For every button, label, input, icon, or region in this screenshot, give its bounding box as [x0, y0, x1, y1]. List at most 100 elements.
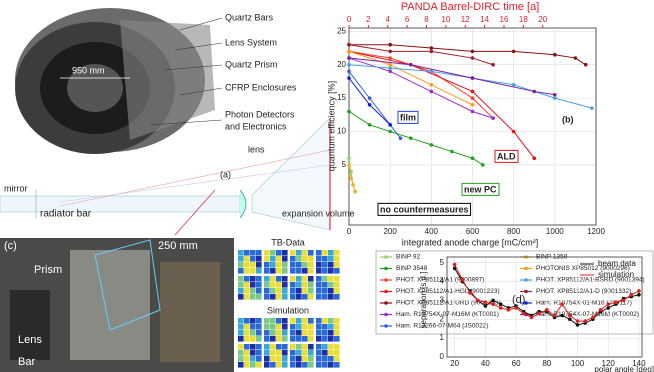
x-tick-label: 200	[383, 227, 397, 236]
pixel	[244, 276, 250, 282]
pixel	[308, 288, 314, 294]
pixel	[282, 268, 288, 274]
pixel	[290, 268, 296, 274]
pixel	[296, 336, 302, 342]
pixel	[322, 330, 328, 336]
marker	[637, 292, 641, 297]
marker	[429, 69, 434, 74]
pixel	[238, 256, 244, 262]
y-tick-label: 25	[337, 26, 346, 35]
pixel	[282, 256, 288, 262]
label: 250 mm	[158, 240, 198, 252]
marker	[560, 313, 564, 318]
pixel	[282, 282, 288, 288]
y-tick-label: 0	[440, 352, 445, 361]
x-tick-label: 120	[602, 359, 616, 368]
legend-label: BINP 92	[396, 254, 420, 261]
pixel	[322, 250, 328, 256]
pixel	[244, 356, 250, 362]
pixel	[238, 262, 244, 268]
pixel	[290, 362, 296, 368]
marker	[575, 323, 580, 327]
pixel	[334, 330, 340, 336]
pixel	[270, 336, 276, 342]
pixel	[238, 344, 244, 350]
annotation: film	[400, 112, 416, 122]
annotation-box	[377, 202, 472, 216]
pixel	[308, 350, 314, 356]
marker	[629, 292, 634, 297]
pixel	[308, 324, 314, 330]
marker	[511, 129, 516, 134]
pixel	[270, 324, 276, 330]
marker	[614, 300, 618, 305]
pixel	[322, 282, 328, 288]
pixel	[328, 276, 334, 282]
pixel	[316, 336, 322, 342]
legend-marker	[384, 255, 388, 259]
pixel	[290, 262, 296, 268]
pixel	[308, 330, 314, 336]
x-tick-label: 1200	[587, 227, 605, 236]
marker	[498, 306, 503, 310]
series-line	[348, 57, 555, 96]
pixel	[250, 324, 256, 330]
pixel	[308, 356, 314, 362]
pixel	[290, 256, 296, 262]
marker	[388, 56, 392, 60]
marker	[590, 106, 594, 110]
annotation-box	[494, 149, 519, 163]
legend-marker	[384, 266, 388, 271]
pixel	[264, 318, 270, 324]
pixel	[296, 330, 302, 336]
pixel	[238, 318, 244, 324]
x-tick-label: 140	[632, 359, 646, 368]
marker	[621, 298, 626, 303]
pixel	[238, 350, 244, 356]
panel-label: (d)	[512, 294, 525, 306]
pixel	[250, 294, 256, 300]
pixel	[290, 276, 296, 282]
pixel	[244, 268, 250, 274]
x2-tick-label: 4	[386, 15, 391, 24]
marker	[470, 102, 475, 107]
pixel	[238, 336, 244, 342]
pixel	[328, 250, 334, 256]
pixel	[328, 288, 334, 294]
series-line	[348, 50, 494, 119]
pixel	[328, 324, 334, 330]
pixel	[282, 362, 288, 368]
pixel	[238, 330, 244, 336]
annotation-box	[397, 110, 419, 124]
marker	[347, 163, 351, 167]
marker	[347, 42, 351, 47]
marker	[568, 317, 572, 322]
legend-marker	[524, 301, 528, 305]
pixel	[296, 276, 302, 282]
pixel	[296, 344, 302, 350]
pixel	[276, 262, 282, 268]
pixel	[256, 356, 262, 362]
pixel	[290, 250, 296, 256]
marker	[532, 156, 537, 161]
pixel	[308, 282, 314, 288]
pixel	[264, 330, 270, 336]
pixel	[290, 294, 296, 300]
label: Bar	[18, 356, 35, 368]
pixel	[264, 288, 270, 294]
pixel	[322, 324, 328, 330]
plot-frame	[446, 256, 643, 358]
pixel	[316, 318, 322, 324]
marker	[606, 302, 611, 306]
pixel	[308, 294, 314, 300]
pixel	[270, 356, 276, 362]
pixel	[322, 288, 328, 294]
pixel	[264, 250, 270, 256]
pixel	[328, 282, 334, 288]
pixel	[334, 268, 340, 274]
pixel	[244, 282, 250, 288]
pixel	[296, 362, 302, 368]
pixel	[256, 256, 262, 262]
pixel	[276, 276, 282, 282]
